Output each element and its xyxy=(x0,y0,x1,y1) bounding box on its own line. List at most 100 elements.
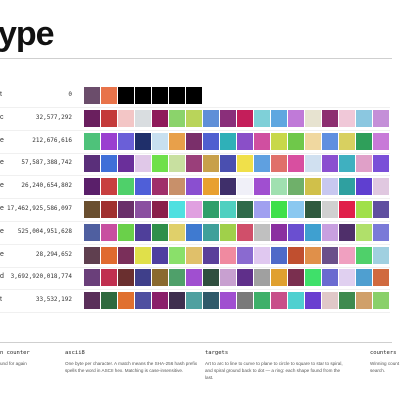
footer-column: n counter und for again xyxy=(0,350,60,367)
color-swatch xyxy=(356,132,372,150)
color-swatch xyxy=(135,178,151,196)
color-swatch xyxy=(169,269,185,287)
color-swatch xyxy=(101,87,117,104)
row: t 33,532,192 xyxy=(0,290,400,314)
row-label: e xyxy=(0,159,4,167)
color-swatch xyxy=(203,246,219,264)
color-swatch xyxy=(84,223,100,241)
color-swatch xyxy=(135,223,151,241)
color-swatch xyxy=(101,269,117,287)
row: d 3,692,920,018,774 xyxy=(0,267,400,291)
color-swatch xyxy=(373,109,389,127)
color-swatch xyxy=(373,201,389,218)
color-swatch xyxy=(152,292,168,310)
color-swatch xyxy=(237,292,253,310)
color-swatch xyxy=(322,269,338,287)
footer-heading: n counter xyxy=(0,350,30,356)
color-swatch xyxy=(118,155,134,173)
color-swatch xyxy=(186,269,202,287)
color-swatch xyxy=(84,132,100,150)
color-swatch xyxy=(356,178,372,196)
color-swatch xyxy=(186,201,202,218)
row-count: 17,462,925,586,097 xyxy=(6,205,72,212)
color-swatch xyxy=(220,132,236,150)
color-swatch xyxy=(339,269,355,287)
color-swatch xyxy=(135,201,151,218)
color-swatch xyxy=(288,109,304,127)
row-separator xyxy=(0,266,390,268)
color-swatch xyxy=(356,201,372,218)
color-swatch xyxy=(356,246,372,264)
row-count: 212,676,616 xyxy=(32,136,72,144)
color-swatch xyxy=(118,178,134,196)
color-swatch xyxy=(220,246,236,264)
color-swatch xyxy=(118,109,134,127)
row-count: 0 xyxy=(68,91,72,98)
color-swatch xyxy=(305,109,321,127)
color-swatch xyxy=(118,292,134,310)
color-swatch xyxy=(152,155,168,173)
color-swatch xyxy=(186,155,202,173)
row-separator xyxy=(0,243,390,245)
color-swatch xyxy=(169,87,185,104)
color-swatch xyxy=(118,132,134,150)
color-swatch xyxy=(169,109,185,127)
color-swatch xyxy=(288,201,304,218)
color-swatch xyxy=(118,223,134,241)
color-swatch xyxy=(203,178,219,196)
color-swatch xyxy=(186,246,202,264)
color-swatch xyxy=(220,223,236,241)
color-swatch xyxy=(186,292,202,310)
color-swatch xyxy=(271,201,287,218)
row-count: 26,240,654,802 xyxy=(21,182,72,190)
row-count: 28,294,652 xyxy=(35,250,72,258)
row-label: d xyxy=(0,273,4,281)
row-separator xyxy=(0,107,390,108)
color-swatch xyxy=(220,269,236,287)
color-swatch xyxy=(254,246,270,264)
color-swatch xyxy=(305,201,321,218)
color-swatch xyxy=(118,201,134,218)
color-swatch xyxy=(373,269,389,287)
color-swatch xyxy=(271,178,287,196)
footer-heading: targets xyxy=(205,350,229,356)
color-swatch xyxy=(186,178,202,196)
color-swatch xyxy=(84,178,100,196)
row-separator xyxy=(0,175,390,177)
color-swatch xyxy=(84,201,100,218)
color-swatch xyxy=(305,269,321,287)
footer-text: und for again xyxy=(0,361,27,366)
color-swatch xyxy=(135,292,151,310)
color-swatch xyxy=(339,201,355,218)
color-swatch xyxy=(322,201,338,218)
color-swatch xyxy=(322,155,338,173)
color-swatch xyxy=(169,292,185,310)
row-label: e xyxy=(0,182,4,190)
row-count: 33,532,192 xyxy=(35,296,72,304)
color-swatch xyxy=(84,109,100,127)
color-swatch xyxy=(203,292,219,310)
color-swatch xyxy=(84,269,100,287)
color-swatch xyxy=(135,155,151,173)
color-swatch xyxy=(220,201,236,218)
color-swatch xyxy=(84,246,100,264)
color-swatch xyxy=(254,109,270,127)
color-swatch xyxy=(237,246,253,264)
row-label: e xyxy=(0,136,4,144)
color-swatch xyxy=(203,269,219,287)
color-swatch xyxy=(356,109,372,127)
color-swatch xyxy=(271,223,287,241)
footer-heading: counters xyxy=(370,350,397,356)
row-separator xyxy=(0,198,390,200)
color-swatch xyxy=(322,132,338,150)
color-swatch xyxy=(288,155,304,173)
color-swatch xyxy=(203,132,219,150)
row-count: 3,692,920,018,774 xyxy=(10,273,72,281)
row: e 57,587,388,742 xyxy=(0,153,400,177)
color-swatch xyxy=(305,132,321,150)
color-swatch xyxy=(84,87,100,104)
color-swatch xyxy=(152,223,168,241)
footer-text: One byte per character. A match means th… xyxy=(65,361,198,373)
page-title: ype xyxy=(0,15,55,53)
